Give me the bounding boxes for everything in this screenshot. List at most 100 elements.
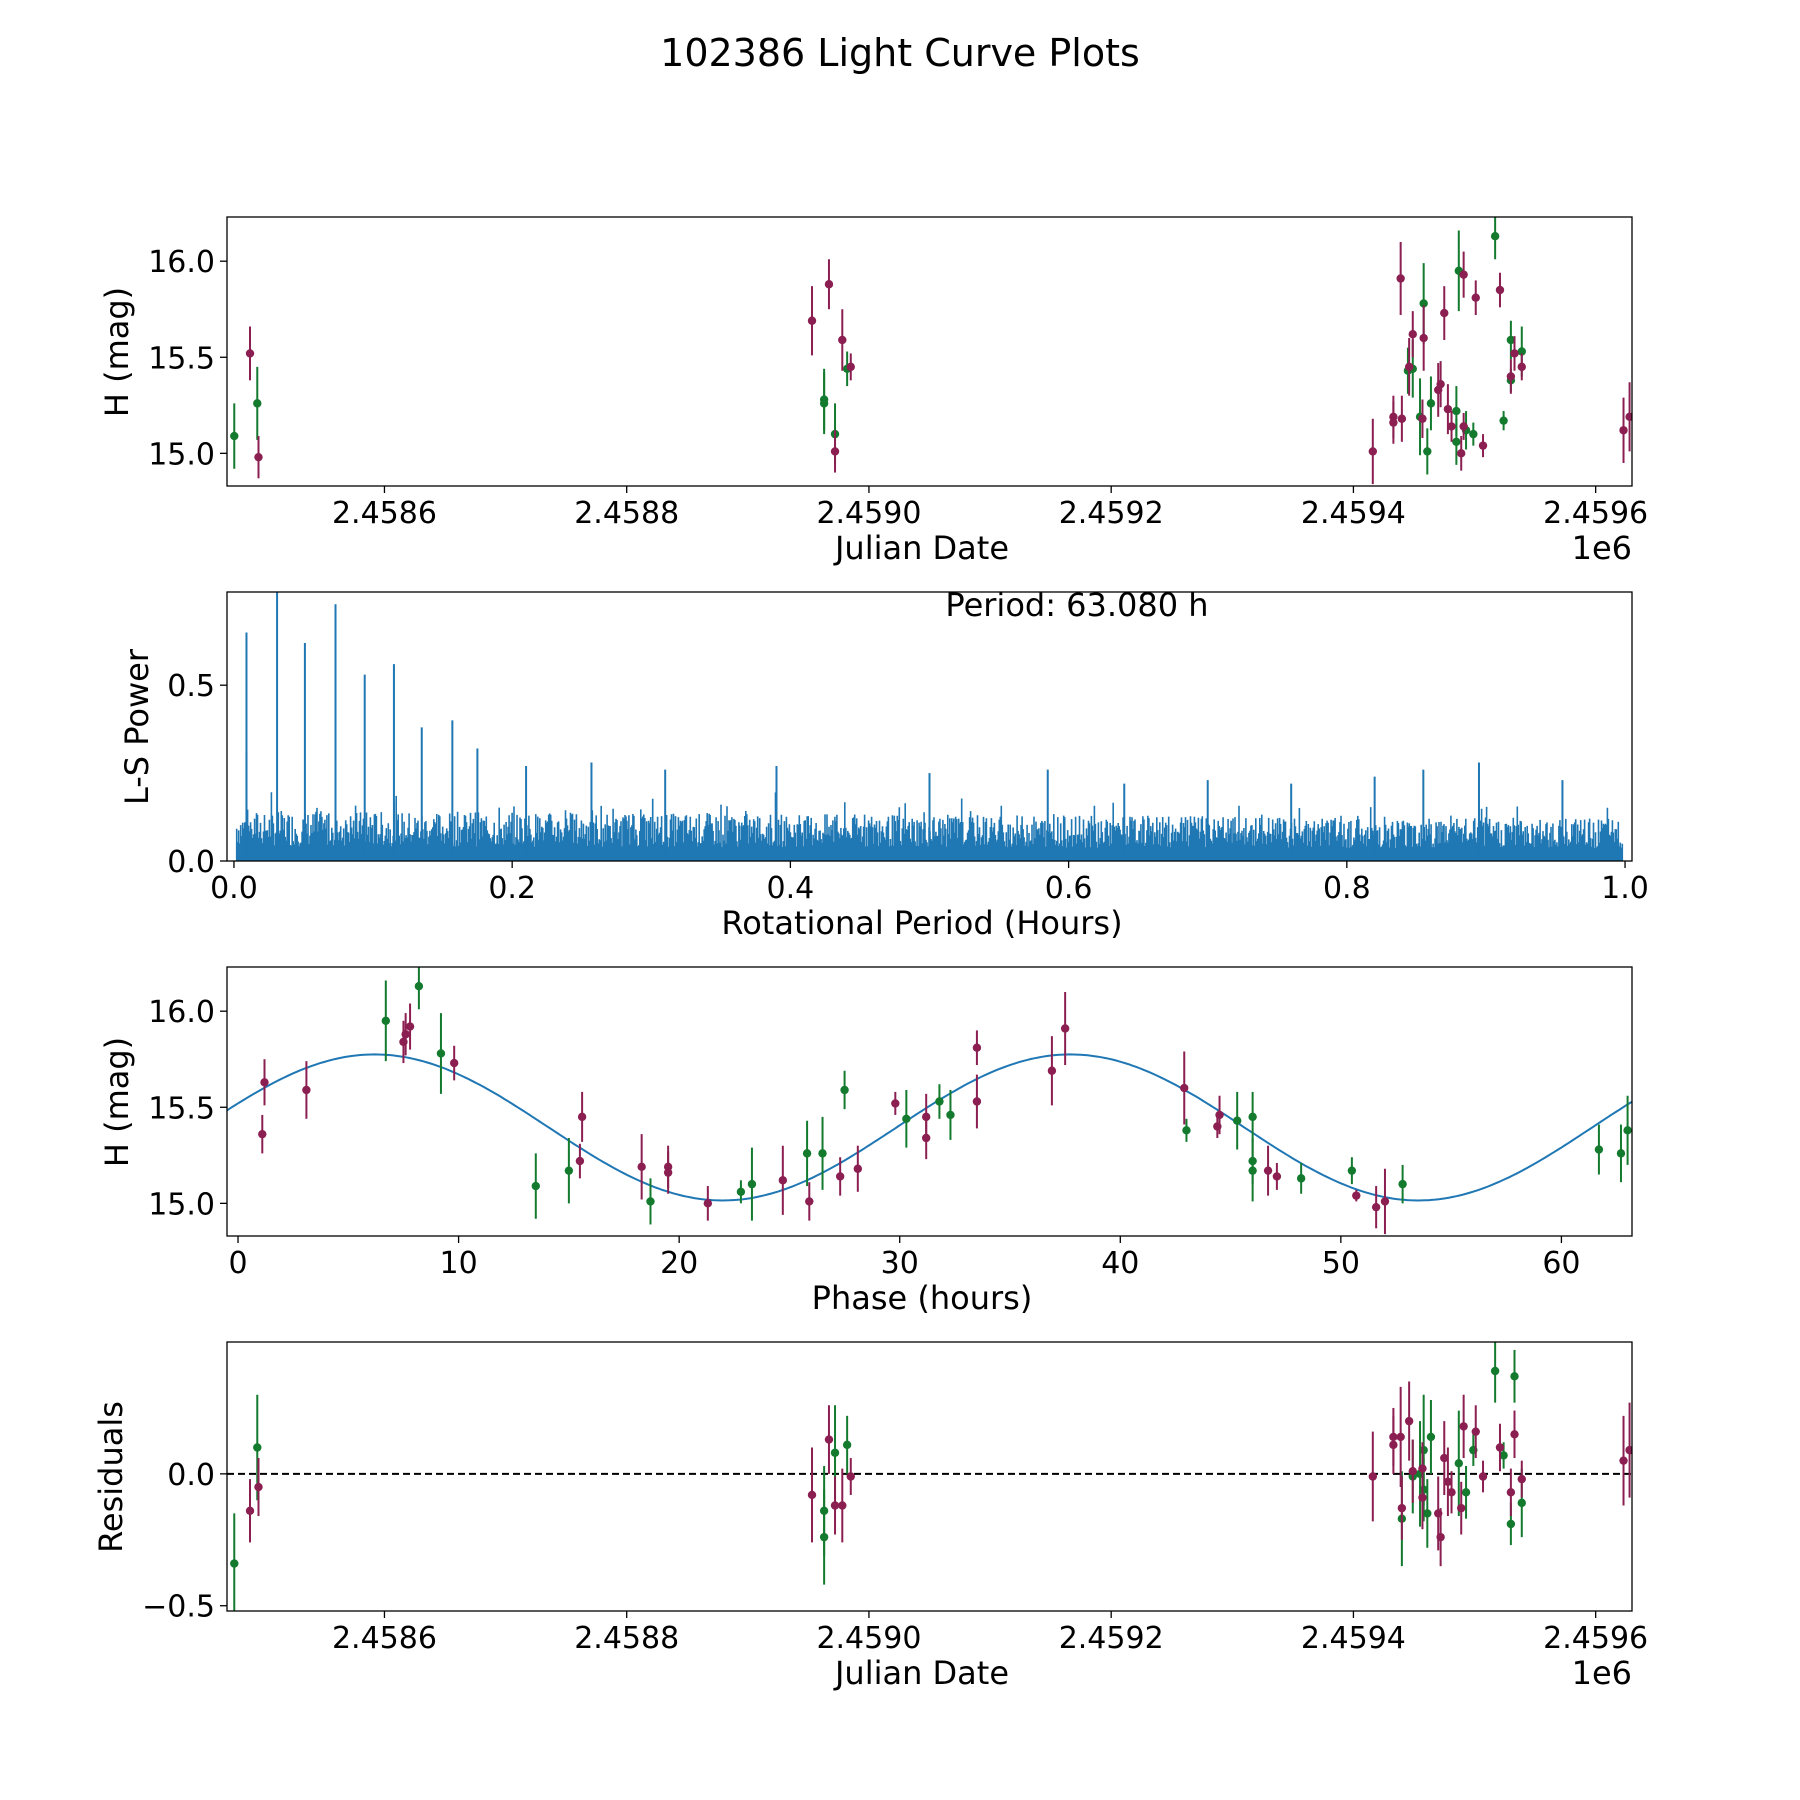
- data-point: [1506, 372, 1516, 381]
- periodogram-ylabel: L-S Power: [118, 648, 156, 805]
- axes-frame: [226, 216, 1633, 487]
- data-point: [1471, 1427, 1480, 1436]
- raw-lightcurve-panel: 2.4586 2.4588 2.4590 2.4592 2.4594 2.4596 15.0…: [98, 216, 1648, 567]
- y-tick-label: 15.5: [148, 341, 215, 376]
- data-point: [1510, 1372, 1519, 1381]
- x-tick-label: 50: [1322, 1246, 1360, 1281]
- data-point: [1426, 399, 1436, 408]
- data-point: [663, 1168, 673, 1177]
- data-point: [1517, 362, 1526, 372]
- data-point: [1499, 1451, 1508, 1460]
- data-point: [1404, 362, 1414, 372]
- data-point: [1398, 1179, 1407, 1189]
- data-point: [1447, 422, 1456, 431]
- data-point: [254, 1482, 263, 1492]
- data-point: [1368, 1472, 1378, 1481]
- x-tick-label: 2.4594: [1301, 1621, 1406, 1656]
- residuals-x-offset: 1e6: [1572, 1654, 1632, 1692]
- data-point: [1396, 274, 1405, 283]
- data-point: [819, 399, 829, 408]
- data-point: [1419, 299, 1428, 308]
- data-point: [853, 1164, 863, 1173]
- data-point: [577, 1112, 587, 1122]
- data-point: [253, 1443, 262, 1452]
- data-point: [1418, 1464, 1427, 1473]
- data-point: [818, 1149, 827, 1158]
- data-point: [1419, 1445, 1428, 1455]
- data-point: [846, 362, 855, 372]
- data-point: [830, 1501, 840, 1510]
- data-point: [1443, 404, 1453, 414]
- x-tick-label: 2.4588: [574, 496, 679, 531]
- data-point: [1490, 232, 1500, 241]
- data-point: [1352, 1191, 1361, 1200]
- raw-lightcurve-plot-area: 2.4586 2.4588 2.4590 2.4592 2.4594 2.4596 15.0…: [148, 216, 1648, 531]
- data-point: [921, 1112, 931, 1122]
- phased-lightcurve-ylabel: H (mag): [98, 1037, 136, 1167]
- raw-lightcurve-ylabel: H (mag): [98, 287, 136, 417]
- data-point: [1423, 447, 1432, 456]
- data-point: [449, 1058, 459, 1068]
- x-tick-label: 60: [1542, 1246, 1580, 1281]
- data-point: [1616, 1149, 1626, 1158]
- data-point: [405, 1022, 415, 1031]
- periodogram-marks: [235, 592, 1624, 861]
- data-point: [1248, 1112, 1257, 1122]
- data-point: [564, 1166, 574, 1175]
- data-point: [302, 1085, 311, 1095]
- data-point: [1404, 1416, 1414, 1426]
- data-point: [736, 1187, 746, 1197]
- data-point: [1371, 1202, 1381, 1212]
- data-point: [1347, 1166, 1357, 1175]
- data-point: [1459, 422, 1468, 431]
- data-point: [1619, 426, 1628, 435]
- data-point: [1182, 1126, 1191, 1135]
- data-point: [1436, 1532, 1445, 1542]
- data-point: [1426, 1432, 1436, 1442]
- x-tick-label: 2.4594: [1301, 496, 1406, 531]
- x-tick-label: 20: [660, 1246, 698, 1281]
- axes-frame: [226, 591, 1633, 862]
- data-point: [1478, 441, 1488, 450]
- data-point: [401, 1030, 410, 1039]
- data-point: [1461, 1488, 1471, 1497]
- x-tick-label: 2.4586: [332, 1621, 437, 1656]
- data-point: [1452, 406, 1461, 416]
- y-tick-label: 15.0: [148, 1187, 215, 1222]
- data-point: [1623, 1126, 1632, 1135]
- data-point: [830, 447, 840, 456]
- data-point: [1506, 1519, 1516, 1529]
- data-point: [1408, 1467, 1417, 1476]
- data-point: [1418, 414, 1427, 423]
- data-point: [1452, 437, 1461, 447]
- data-point: [1418, 1493, 1427, 1502]
- data-point: [807, 316, 817, 325]
- x-tick-label: 1.0: [1601, 871, 1649, 906]
- x-tick-label: 0.8: [1323, 871, 1371, 906]
- data-point: [646, 1197, 655, 1206]
- axes-frame: [226, 966, 1633, 1237]
- data-point: [1215, 1110, 1224, 1120]
- x-tick-label: 2.4592: [1059, 496, 1164, 531]
- model-curve: [227, 1053, 1632, 1202]
- figure-title: 102386 Light Curve Plots: [660, 31, 1140, 75]
- data-point: [637, 1162, 646, 1172]
- data-point: [381, 1016, 391, 1025]
- x-tick-label: 2.4590: [816, 496, 921, 531]
- data-point: [819, 1532, 829, 1542]
- x-tick-label: 0.2: [488, 871, 536, 906]
- data-point: [1436, 379, 1445, 389]
- data-point: [1594, 1145, 1604, 1154]
- raw-lightcurve-x-offset: 1e6: [1572, 529, 1632, 567]
- y-tick-label: 15.5: [148, 1091, 215, 1126]
- data-point: [1408, 330, 1417, 339]
- data-point: [1368, 447, 1378, 456]
- axes-frame: [226, 1341, 1633, 1612]
- data-point: [531, 1181, 540, 1191]
- x-tick-label: 10: [439, 1246, 477, 1281]
- x-tick-label: 0.0: [210, 871, 258, 906]
- data-point: [1457, 449, 1466, 458]
- data-point: [1506, 335, 1516, 345]
- phased_lightcurve-marks: [227, 967, 1632, 1235]
